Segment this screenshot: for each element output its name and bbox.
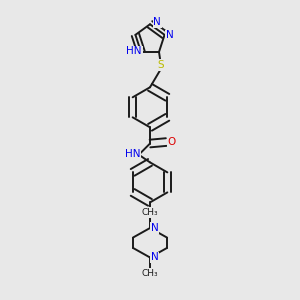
Text: CH₃: CH₃ xyxy=(142,268,158,278)
Text: O: O xyxy=(167,137,175,147)
Text: HN: HN xyxy=(126,46,142,56)
Text: N: N xyxy=(151,253,159,262)
Text: N: N xyxy=(166,30,174,40)
Text: N: N xyxy=(154,17,161,27)
Text: CH₃: CH₃ xyxy=(142,208,158,217)
Text: N: N xyxy=(151,223,159,233)
Text: HN: HN xyxy=(124,148,140,158)
Text: S: S xyxy=(157,60,164,70)
